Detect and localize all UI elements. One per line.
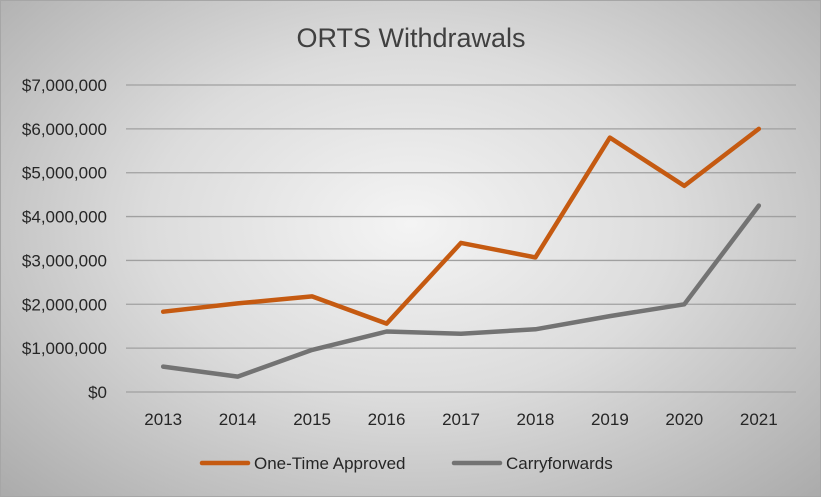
series-line-one-time-approved — [160, 126, 762, 326]
x-tick-label: 2018 — [517, 410, 555, 429]
y-axis-tick-labels: $0 $1,000,000 $2,000,000 $3,000,000 $4,000,0… — [22, 76, 107, 402]
x-tick-label: 2015 — [293, 410, 331, 429]
y-tick-label: $6,000,000 — [22, 120, 107, 139]
y-tick-label: $4,000,000 — [22, 208, 107, 227]
y-tick-label: $3,000,000 — [22, 251, 107, 270]
legend-label: Carryforwards — [506, 454, 613, 473]
legend: One-Time Approved Carryforwards — [199, 454, 613, 473]
gridlines — [126, 84, 796, 393]
y-tick-label: $5,000,000 — [22, 164, 107, 183]
legend-label: One-Time Approved — [254, 454, 406, 473]
y-tick-label: $0 — [88, 383, 107, 402]
x-tick-label: 2021 — [740, 410, 778, 429]
x-tick-label: 2020 — [665, 410, 703, 429]
x-tick-label: 2017 — [442, 410, 480, 429]
series-line-carryforwards — [160, 203, 762, 379]
x-tick-label: 2014 — [219, 410, 257, 429]
x-tick-label: 2016 — [368, 410, 406, 429]
y-tick-label: $7,000,000 — [22, 76, 107, 95]
y-tick-label: $2,000,000 — [22, 295, 107, 314]
y-tick-label: $1,000,000 — [22, 339, 107, 358]
x-tick-label: 2019 — [591, 410, 629, 429]
x-axis-tick-labels: 2013 2014 2015 2016 2017 2018 2019 2020 2021 — [144, 410, 777, 429]
series-lines — [160, 126, 762, 379]
chart-title: ORTS Withdrawals — [296, 23, 525, 53]
x-tick-label: 2013 — [144, 410, 182, 429]
